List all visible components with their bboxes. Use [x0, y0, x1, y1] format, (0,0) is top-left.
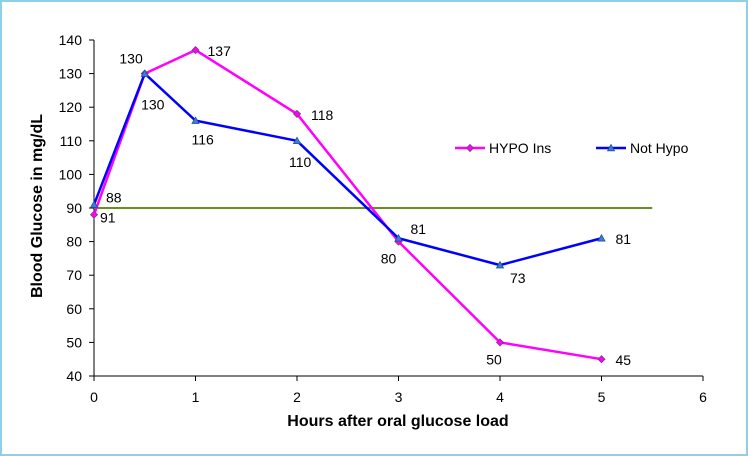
data-label: 81: [616, 231, 632, 247]
data-point-hypo-ins: [597, 355, 606, 364]
data-point-not-hypo: [495, 260, 505, 269]
data-label: 130: [119, 51, 143, 67]
series-line-not-hypo: [92, 72, 602, 267]
x-tick-label: 0: [90, 389, 98, 405]
data-label: 88: [106, 190, 122, 206]
y-tick-label: 40: [66, 368, 82, 384]
data-label: 81: [411, 221, 427, 237]
data-label: 137: [208, 43, 232, 59]
x-tick-label: 5: [598, 389, 606, 405]
data-label: 130: [141, 97, 165, 113]
data-label: 73: [510, 270, 526, 286]
x-axis-title: Hours after oral glucose load: [287, 413, 508, 430]
y-tick-label: 140: [59, 32, 83, 48]
data-label: 91: [100, 210, 116, 226]
data-point-not-hypo: [597, 233, 606, 242]
legend-marker-hypo-ins: [465, 143, 475, 153]
x-tick-label: 2: [293, 389, 301, 405]
y-tick-label: 90: [66, 200, 82, 216]
y-tick-label: 120: [59, 99, 83, 115]
x-tick-label: 4: [496, 389, 504, 405]
data-point-not-hypo: [89, 200, 99, 208]
data-label: 110: [289, 154, 312, 170]
legend-label-hypo-ins: HYPO Ins: [489, 140, 551, 156]
y-axis-title: Blood Glucose in mg/dL: [29, 114, 46, 298]
y-tick-label: 80: [66, 234, 82, 250]
data-label: 80: [381, 251, 397, 267]
y-tick-label: 70: [66, 267, 82, 283]
legend-label-not-hypo: Not Hypo: [630, 140, 689, 156]
x-tick-label: 6: [699, 389, 707, 405]
data-point-hypo-ins: [495, 338, 505, 347]
data-point-hypo-ins: [191, 46, 200, 55]
y-tick-label: 50: [66, 334, 82, 350]
data-labels: 88 130 137 118 80 50 45 91 130 116 110 81 73 81: [100, 43, 631, 368]
y-tick-label: 100: [59, 166, 83, 182]
y-tick-label: 60: [66, 301, 82, 317]
y-tick-label: 130: [59, 66, 83, 82]
data-label: 50: [486, 351, 502, 367]
y-tick-label: 110: [60, 133, 83, 149]
data-point-hypo-ins: [89, 210, 99, 219]
legend: HYPO Ins Not Hypo: [455, 140, 689, 156]
x-tick-label: 3: [395, 389, 403, 405]
legend-marker-not-hypo: [606, 143, 616, 152]
x-tick-label: 1: [192, 389, 200, 405]
series-group: [89, 46, 606, 364]
data-point-hypo-ins: [292, 109, 302, 118]
data-point-not-hypo: [394, 233, 403, 242]
data-point-not-hypo: [191, 116, 200, 124]
data-label: 118: [311, 107, 334, 123]
data-point-not-hypo: [292, 136, 302, 145]
data-point-not-hypo: [140, 69, 149, 77]
data-label: 116: [192, 132, 215, 148]
data-label: 45: [616, 352, 632, 368]
